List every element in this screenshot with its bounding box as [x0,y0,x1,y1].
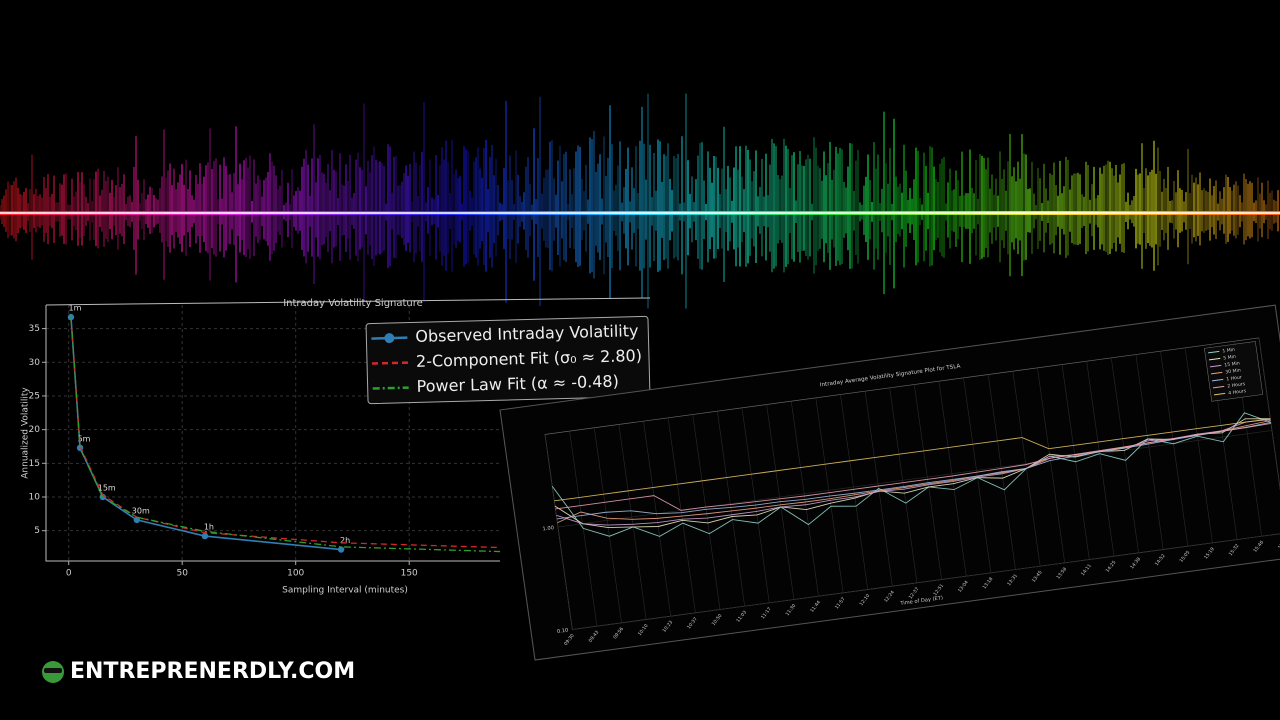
series-line [554,418,1271,529]
legend-label: 30 Min [1225,367,1241,375]
grid-line [1086,361,1115,557]
legend-label: 5 Min [1223,354,1236,362]
data-point [133,516,140,524]
grid-line [815,397,844,593]
legend-swatch [1211,378,1224,382]
point-label: 1h [204,523,214,532]
grid-line [692,414,721,610]
axis-frame [45,305,500,562]
series-line [70,316,501,553]
axis-top [45,297,651,306]
legend-swatch [1212,385,1225,389]
series-line [551,412,1271,537]
waveform [0,93,1280,309]
y-tick-label: 20 [29,425,41,435]
legend-box [365,315,651,405]
grid-line [963,377,992,573]
x-tick-label: 0 [66,569,72,579]
legend-marker [384,333,395,344]
legend-label: 4 Hours [1228,388,1247,396]
grid-line [840,394,869,590]
grid-line [1037,367,1066,563]
grid-line [667,417,696,613]
y-tick-label: 25 [29,391,40,401]
legend-label: 2 Hours [1227,381,1246,389]
grid-line [790,401,819,597]
grid-line [938,381,967,577]
y-tick-label: 0.10 [557,628,569,635]
chart-title: Intraday Volatility Signature [283,298,423,309]
legend-swatch [372,361,409,365]
y-tick-label: 10 [29,493,41,503]
grid-line [557,430,1272,528]
grid-line [1258,337,1280,533]
legend-swatch [1210,371,1223,375]
grid-line [1135,354,1164,550]
grid-line [889,387,918,583]
grid-line [1160,351,1189,547]
data-point [201,532,209,540]
y-tick-label: 5 [34,526,40,536]
grid-line [1184,347,1213,543]
data-point [337,546,345,553]
grid-line [1110,357,1139,553]
y-tick-label: 30 [29,358,41,368]
grid-line [914,384,942,580]
grid-line [717,411,745,607]
legend-swatch [1209,364,1222,368]
legend-swatch [372,386,409,390]
series-line [554,418,1271,502]
legend-box [1204,341,1264,402]
x-axis-label: Time of Day (ET) [899,595,943,607]
point-label: 5m [78,434,91,443]
legend: Observed Intraday Volatility2-Component … [365,315,651,405]
series-line [555,422,1272,511]
point-label: 30m [132,506,150,515]
legend-label: 15 Min [1224,360,1240,368]
x-tick-label: 150 [401,569,418,579]
y-axis-label: Annualized Volatility [21,387,31,479]
x-tick-label: 100 [287,569,304,579]
legend-swatch [1209,357,1221,361]
legend-label: 1 Hour [1226,374,1242,382]
logo-glasses [44,668,62,673]
series-line [556,418,1271,526]
legend-label: 1 Min [1222,347,1235,355]
x-axis-label: Sampling Interval (minutes) [282,586,408,596]
y-tick-label: 15 [29,459,40,469]
point-label: 2h [340,536,350,545]
volatility-signature-chart: 5 10 15 20 25 30 35 0 50 100 150 Intraday Volatilit… [21,297,651,596]
series-line [556,421,1271,520]
grid-line [572,532,1280,630]
y-tick-label: 35 [29,324,40,334]
logo-text: ENTREPRENERDLY.COM [70,659,355,684]
grid-line [618,424,647,620]
legend-swatch [1208,350,1220,354]
point-label: 1m [69,304,82,313]
wave-center [0,212,1280,214]
grid-line [544,434,573,630]
y-tick-label: 1.00 [542,525,554,532]
legend-swatch [1213,392,1226,396]
point-label: 15m [98,484,116,493]
logo: ENTREPRENERDLY.COM [42,659,355,684]
x-tick-label: 50 [176,569,188,579]
